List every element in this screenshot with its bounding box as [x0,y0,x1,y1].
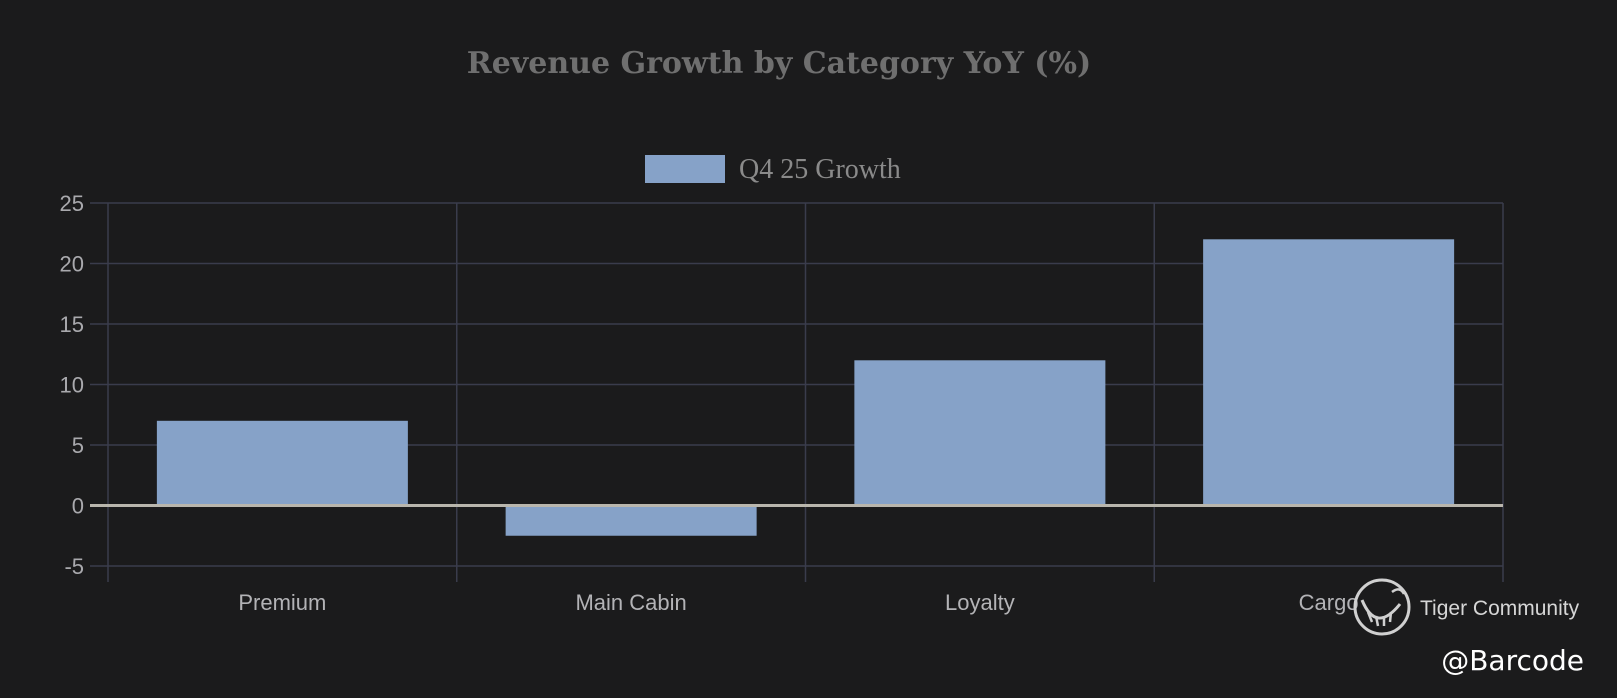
bar-cargo [1203,239,1455,506]
legend: Q4 25 Growth [645,154,901,185]
y-tick-label: 5 [72,433,84,458]
x-category-label: Cargo [1299,590,1359,615]
watermark-community-label: Tiger Community [1420,597,1580,620]
tiger-logo-icon [1353,578,1411,636]
bar-main-cabin [505,505,757,536]
y-tick-label: 10 [60,373,84,398]
watermark-handle: @Barcode [1441,644,1584,677]
watermark: Tiger Community @Barcode [1353,578,1584,677]
y-tick-label: 0 [72,494,84,519]
x-category-label: Premium [238,590,326,615]
legend-swatch [645,155,725,183]
y-tick-label: 15 [60,312,84,337]
bar-loyalty [854,360,1106,506]
bars [156,239,1455,536]
bar-premium [156,420,408,506]
y-axis-ticks: 25 20 15 10 5 0 -5 [60,191,84,579]
y-tick-label: 25 [60,191,84,216]
y-tick-label: 20 [60,252,84,277]
x-category-label: Main Cabin [575,590,686,615]
legend-label: Q4 25 Growth [739,154,901,185]
x-axis-labels: Premium Main Cabin Loyalty Cargo [238,590,1358,615]
chart-title: Revenue Growth by Category YoY (%) [467,46,1091,81]
x-category-label: Loyalty [945,590,1015,615]
y-tick-label: -5 [64,554,84,579]
